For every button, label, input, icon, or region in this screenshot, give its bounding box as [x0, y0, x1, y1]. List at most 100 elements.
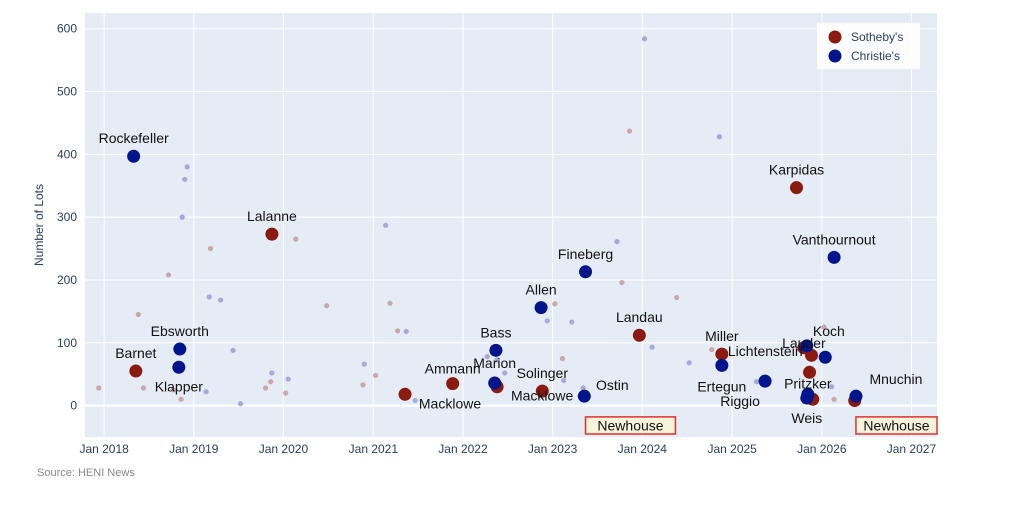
data-point[interactable]	[534, 301, 548, 315]
point-label: Ostin	[596, 377, 629, 393]
data-point[interactable]	[790, 181, 804, 195]
x-tick-label: Jan 2019	[169, 442, 219, 456]
point-label: Macklowe	[511, 388, 573, 404]
background-point	[178, 396, 184, 402]
y-tick-label: 600	[57, 22, 77, 36]
point-label: Landau	[616, 309, 663, 325]
legend-marker[interactable]	[828, 30, 842, 44]
point-label: Lichtenstein	[728, 343, 803, 359]
background-points	[96, 36, 837, 407]
data-point[interactable]	[800, 339, 814, 353]
background-point	[324, 303, 330, 309]
background-point	[165, 272, 172, 278]
data-point[interactable]	[446, 377, 460, 391]
background-point	[561, 377, 567, 384]
data-point[interactable]	[715, 347, 729, 361]
point-label: Klapper	[155, 378, 204, 394]
background-point	[544, 318, 550, 324]
y-tick-label: 100	[57, 336, 77, 350]
background-point	[569, 319, 575, 325]
data-point[interactable]	[173, 342, 187, 356]
data-point[interactable]	[818, 350, 832, 364]
background-point	[614, 239, 620, 245]
point-label: Barnet	[115, 345, 156, 361]
data-point[interactable]	[849, 389, 863, 403]
y-tick-label: 400	[57, 147, 77, 161]
background-point	[262, 385, 269, 391]
point-label: Riggio	[720, 393, 760, 409]
highlight-box-label: Newhouse	[597, 417, 663, 433]
background-point	[403, 328, 409, 335]
background-point	[494, 357, 500, 363]
x-tick-label: Jan 2027	[887, 442, 937, 456]
x-tick-label: Jan 2024	[618, 442, 668, 456]
point-label: Karpidas	[769, 162, 824, 178]
point-label: Macklowe	[419, 395, 481, 411]
gridlines	[85, 13, 937, 437]
data-point[interactable]	[577, 389, 591, 403]
point-label: Pritzker	[784, 375, 832, 391]
background-point	[829, 384, 835, 390]
background-point	[135, 311, 141, 318]
background-point	[412, 397, 418, 404]
legend[interactable]: Sotheby's Christie's	[817, 23, 920, 69]
data-point[interactable]	[579, 265, 593, 279]
data-point[interactable]	[489, 343, 503, 357]
x-tick-label: Jan 2022	[438, 442, 488, 456]
highlight-box	[855, 416, 938, 435]
x-tick-label: Jan 2025	[707, 442, 757, 456]
highlight-boxes: Newhouse Newhouse	[584, 416, 938, 435]
y-axis-ticks: 0 100 200 300 400 500 600	[57, 22, 77, 413]
x-tick-label: Jan 2018	[79, 442, 129, 456]
point-label: Ertegun	[697, 378, 746, 394]
background-point	[552, 301, 558, 307]
background-point	[502, 370, 508, 376]
plot-background	[85, 13, 937, 437]
data-point[interactable]	[800, 391, 814, 405]
x-tick-label: Jan 2021	[349, 442, 399, 456]
data-point[interactable]	[488, 376, 502, 390]
y-tick-label: 300	[57, 210, 77, 224]
background-point	[184, 164, 190, 170]
data-point[interactable]	[127, 149, 141, 163]
x-axis-ticks: Jan 2018 Jan 2019 Jan 2020 Jan 2021 Jan 2022…	[79, 442, 936, 456]
background-point	[285, 376, 291, 382]
background-point	[686, 360, 692, 366]
background-point	[716, 134, 722, 140]
data-point[interactable]	[535, 384, 549, 398]
main-points	[127, 149, 863, 408]
background-point	[96, 385, 102, 391]
data-point[interactable]	[172, 360, 186, 374]
background-point	[207, 245, 214, 252]
data-point[interactable]	[715, 358, 729, 372]
data-point[interactable]	[758, 374, 772, 388]
point-label: Weis	[791, 410, 822, 426]
background-point	[619, 279, 625, 286]
legend-marker[interactable]	[828, 49, 842, 63]
data-point[interactable]	[265, 227, 279, 241]
highlight-box	[584, 416, 677, 435]
point-label: Miller	[705, 328, 739, 344]
point-label: Vanthournout	[793, 231, 876, 247]
background-point	[395, 328, 401, 334]
x-tick-label: Jan 2023	[528, 442, 578, 456]
background-point	[361, 361, 367, 367]
data-point[interactable]	[803, 365, 817, 379]
legend-label[interactable]: Sotheby's	[851, 30, 903, 44]
data-point[interactable]	[129, 364, 143, 378]
y-tick-label: 200	[57, 273, 77, 287]
data-point[interactable]	[398, 387, 412, 401]
source-note: Source: HENI News	[37, 467, 135, 479]
background-point	[182, 176, 188, 183]
background-point	[170, 387, 177, 393]
y-tick-label: 0	[70, 399, 77, 413]
background-point	[293, 236, 299, 242]
background-point	[237, 401, 244, 407]
legend-label[interactable]: Christie's	[851, 49, 900, 63]
point-label: Koch	[813, 323, 845, 339]
data-point[interactable]	[632, 328, 646, 342]
point-label: Ammann	[425, 361, 481, 377]
y-tick-label: 500	[57, 85, 77, 99]
data-point[interactable]	[827, 250, 841, 264]
